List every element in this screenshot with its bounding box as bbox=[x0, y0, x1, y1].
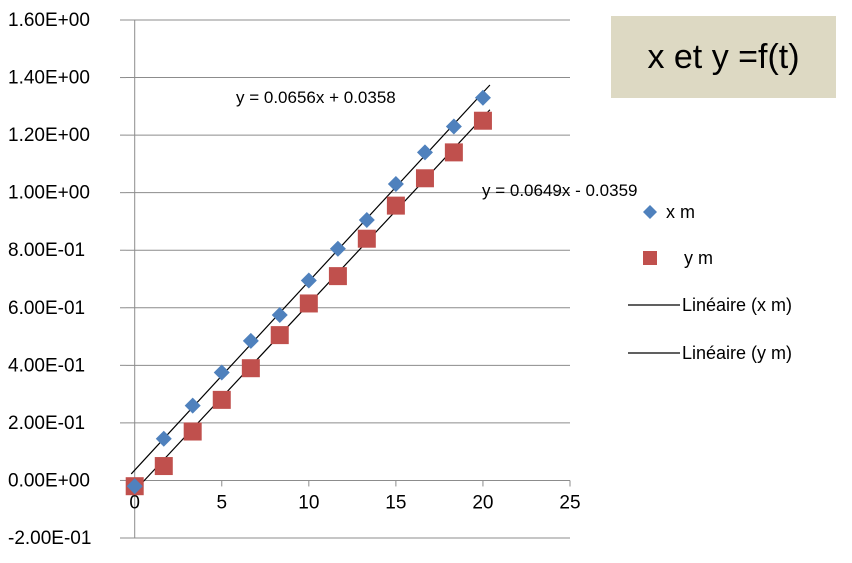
legend-marker-y-m bbox=[643, 251, 657, 265]
trendline-equation: y = 0.0656x + 0.0358 bbox=[236, 88, 396, 107]
y-tick-label: -2.00E-01 bbox=[8, 528, 91, 549]
data-point-y-m bbox=[183, 422, 202, 441]
trendline-equations: y = 0.0656x + 0.0358 y = 0.0649x - 0.0359 bbox=[236, 88, 637, 200]
legend-label-x-m: x m bbox=[666, 202, 695, 222]
trendline-equation: y = 0.0649x - 0.0359 bbox=[482, 181, 637, 200]
data-point-y-m bbox=[299, 294, 318, 313]
y-tick-label: 6.00E-01 bbox=[8, 298, 85, 319]
y-tick-label: 1.00E+00 bbox=[8, 183, 90, 204]
data-point-y-m bbox=[212, 390, 231, 409]
x-tick-label: 25 bbox=[559, 492, 580, 513]
data-point-x-m bbox=[213, 364, 230, 381]
data-point-y-m bbox=[328, 267, 347, 286]
y-tick-label: 1.60E+00 bbox=[8, 10, 90, 31]
data-point-x-m bbox=[474, 89, 491, 106]
x-tick-label: 5 bbox=[216, 492, 227, 513]
data-point-x-m bbox=[300, 272, 317, 289]
data-point-y-m bbox=[415, 169, 434, 188]
legend-label-trendline-y-m: Linéaire (y m) bbox=[682, 343, 792, 363]
chart-title-box: x et y =f(t) bbox=[611, 16, 836, 98]
data-point-y-m bbox=[241, 359, 260, 378]
y-tick-label: 1.40E+00 bbox=[8, 68, 90, 89]
data-point-x-m bbox=[329, 240, 346, 257]
data-point-x-m bbox=[242, 332, 259, 349]
data-point-y-m bbox=[386, 196, 405, 215]
y-tick-label: 8.00E-01 bbox=[8, 240, 85, 261]
legend-marker-x-m bbox=[643, 205, 657, 219]
data-point-x-m bbox=[387, 176, 404, 193]
y-tick-label: 0.00E+00 bbox=[8, 470, 90, 491]
data-point-x-m bbox=[184, 397, 201, 414]
x-tick-label: 0 bbox=[129, 492, 140, 513]
chart-title: x et y =f(t) bbox=[647, 37, 800, 76]
data-point-x-m bbox=[445, 118, 462, 135]
data-point-x-m bbox=[271, 306, 288, 323]
data-point-y-m bbox=[270, 326, 289, 345]
data-point-x-m bbox=[126, 478, 143, 495]
x-tick-label: 15 bbox=[385, 492, 406, 513]
y-tick-label: 1.20E+00 bbox=[8, 125, 90, 146]
x-tick-label: 20 bbox=[472, 492, 493, 513]
data-point-y-m bbox=[444, 143, 463, 162]
data-points bbox=[125, 89, 492, 496]
data-point-x-m bbox=[358, 212, 375, 229]
y-tick-label: 2.00E-01 bbox=[8, 413, 85, 434]
data-point-y-m bbox=[154, 457, 173, 476]
data-point-y-m bbox=[473, 111, 492, 130]
legend: x m y m Linéaire (x m) Linéaire (y m) bbox=[628, 202, 792, 363]
legend-label-y-m: y m bbox=[684, 248, 713, 268]
data-point-y-m bbox=[357, 229, 376, 248]
x-tick-label: 10 bbox=[298, 492, 319, 513]
legend-label-trendline-x-m: Linéaire (x m) bbox=[682, 295, 792, 315]
data-point-x-m bbox=[416, 144, 433, 161]
data-point-x-m bbox=[155, 430, 172, 447]
y-tick-label: 4.00E-01 bbox=[8, 355, 85, 376]
tick-labels: -2.00E-01 0.00E+00 2.00E-01 4.00E-01 6.00E-0… bbox=[8, 10, 581, 549]
